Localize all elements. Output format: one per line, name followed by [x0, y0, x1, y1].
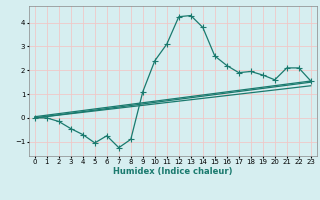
X-axis label: Humidex (Indice chaleur): Humidex (Indice chaleur) — [113, 167, 233, 176]
